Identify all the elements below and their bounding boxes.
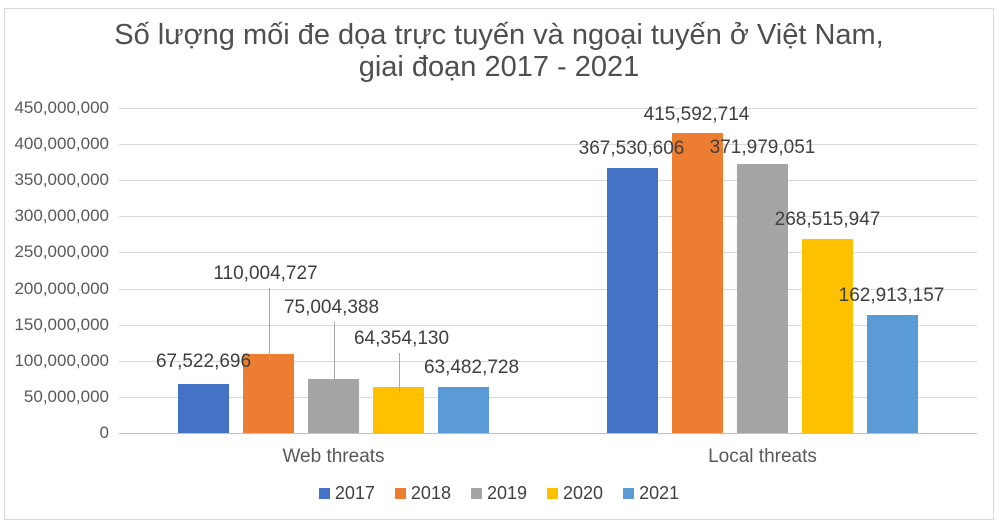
chart-title: Số lượng mối đe dọa trực tuyến và ngoại … <box>114 19 884 83</box>
bar <box>243 353 294 433</box>
bar-slot: 268,515,947 <box>775 108 880 433</box>
chart-frame: Số lượng mối đe dọa trực tuyến và ngoại … <box>4 8 994 520</box>
legend-label: 2019 <box>486 483 528 503</box>
bar <box>672 132 723 433</box>
bar-slot: 367,530,606 <box>579 108 684 433</box>
plot-area: 67,522,696 110,004,727 75,004,388 64,354,13… <box>119 104 977 434</box>
gridline <box>119 433 977 434</box>
y-tick-label: 400,000,000 <box>14 134 109 154</box>
legend-item: 2020 <box>547 483 603 504</box>
bar-slot: 75,004,388 <box>284 108 379 433</box>
legend-swatch <box>318 488 330 499</box>
gridline <box>119 324 977 326</box>
y-tick-label: 150,000,000 <box>14 314 109 334</box>
bar-slot: 64,354,130 <box>354 108 449 433</box>
gridline <box>119 360 977 362</box>
bar-groups: 67,522,696 110,004,727 75,004,388 64,354,13… <box>119 104 977 433</box>
gridline <box>119 108 977 109</box>
y-tick-label: 250,000,000 <box>14 242 109 262</box>
y-tick-label: 350,000,000 <box>14 170 109 190</box>
bar-slot: 371,979,051 <box>710 108 815 433</box>
bar <box>737 164 788 433</box>
bar <box>373 386 424 433</box>
legend-swatch <box>623 488 635 499</box>
bar-data-label: 110,004,727 <box>213 262 318 284</box>
x-axis-labels: Web threats Local threats <box>119 446 977 468</box>
category-group: 367,530,606 415,592,714 371,979,051 268,515… <box>548 104 977 433</box>
leader-line <box>333 321 335 385</box>
bar-data-label: 67,522,696 <box>155 351 252 373</box>
leader-line <box>268 287 270 360</box>
y-tick-label: 50,000,000 <box>23 386 109 406</box>
category-group: 67,522,696 110,004,727 75,004,388 64,354,13… <box>119 108 548 433</box>
category-label: Local threats <box>708 446 817 467</box>
leader-line <box>398 352 400 393</box>
category-label: Web threats <box>282 446 385 467</box>
legend-label: 2020 <box>563 483 604 503</box>
gridline <box>119 396 977 398</box>
bar-data-label: 75,004,388 <box>283 296 380 318</box>
y-tick-label: 450,000,000 <box>14 98 109 117</box>
legend-swatch <box>470 488 482 499</box>
bar-data-label: 162,913,157 <box>838 285 945 307</box>
y-tick-label: 100,000,000 <box>14 350 109 370</box>
y-axis: 450,000,000 400,000,000 350,000,000 300,000… <box>5 99 109 442</box>
legend-label: 2018 <box>410 483 451 503</box>
bar <box>802 239 853 433</box>
bar-data-label: 415,592,714 <box>643 103 750 125</box>
legend-item: 2021 <box>623 483 679 504</box>
legend-item: 2017 <box>318 483 375 504</box>
bar-slot: 162,913,157 <box>839 108 944 433</box>
legend-swatch <box>547 488 559 499</box>
bar <box>607 167 658 433</box>
bar-slot: 110,004,727 <box>213 108 318 433</box>
bar-slot: 415,592,714 <box>644 104 749 433</box>
bar-data-label: 371,979,051 <box>709 137 816 159</box>
bar-data-label: 63,482,728 <box>423 357 520 379</box>
bar-data-label: 268,515,947 <box>774 209 881 231</box>
legend-label: 2017 <box>334 483 375 503</box>
bar-data-label: 367,530,606 <box>578 137 685 159</box>
legend-item: 2019 <box>470 483 528 504</box>
bar <box>867 315 918 433</box>
y-tick-label: 0 <box>99 423 109 442</box>
bar-slot: 63,482,728 <box>424 108 519 433</box>
legend: 2017 2018 2019 2020 2021 <box>5 483 993 504</box>
bar-data-label: 64,354,130 <box>353 327 450 349</box>
gridline <box>119 288 977 290</box>
bar-slot: 67,522,696 <box>156 108 251 433</box>
gridline <box>119 144 977 146</box>
gridline <box>119 252 977 254</box>
bar <box>178 384 229 433</box>
y-tick-label: 200,000,000 <box>14 278 109 298</box>
y-tick-label: 300,000,000 <box>14 206 109 226</box>
gridline <box>119 180 977 182</box>
legend-label: 2021 <box>639 483 680 503</box>
bar <box>308 378 359 433</box>
gridline <box>119 216 977 218</box>
legend-swatch <box>394 488 406 499</box>
bar <box>438 387 489 433</box>
legend-item: 2018 <box>394 483 451 504</box>
